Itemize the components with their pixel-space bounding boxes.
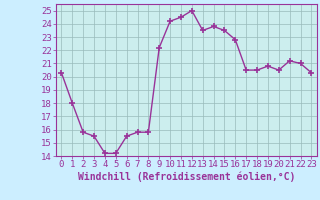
X-axis label: Windchill (Refroidissement éolien,°C): Windchill (Refroidissement éolien,°C) [78, 172, 295, 182]
